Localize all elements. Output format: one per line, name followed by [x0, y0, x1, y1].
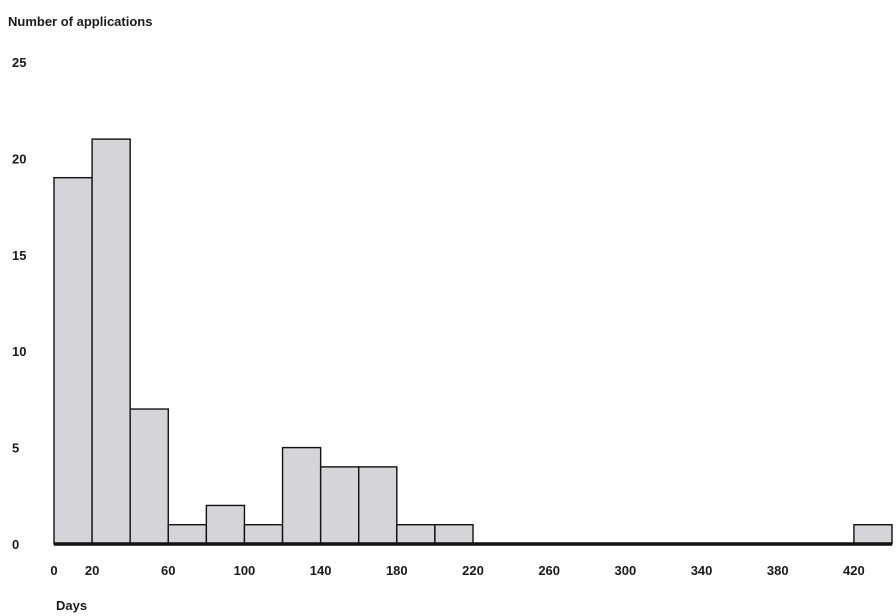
- y-tick-label: 25: [12, 55, 26, 70]
- x-tick-label: 420: [843, 563, 865, 578]
- x-ticks-group: 0 20 60 100 140 180 220 260 300 340 380 420: [50, 563, 864, 578]
- x-tick-label: 20: [85, 563, 99, 578]
- x-axis-label: Days: [56, 598, 87, 613]
- bar-20-40: [91, 138, 131, 545]
- bar-0-20: [53, 176, 93, 545]
- bar-100-120: [243, 524, 284, 545]
- y-ticks-group: 0 5 10 15 20 25: [12, 55, 26, 552]
- x-tick-label: 340: [691, 563, 713, 578]
- y-tick-label: 5: [12, 441, 19, 456]
- y-tick-label: 10: [12, 344, 26, 359]
- x-tick-label: 60: [161, 563, 175, 578]
- bar-60-80: [167, 524, 208, 545]
- bar-180-200: [396, 524, 436, 545]
- bar-420-440: [853, 524, 893, 545]
- x-tick-label: 260: [538, 563, 560, 578]
- x-tick-label: 100: [234, 563, 256, 578]
- x-tick-label: 180: [386, 563, 408, 578]
- y-tick-label: 15: [12, 248, 26, 263]
- x-tick-label: 220: [462, 563, 484, 578]
- x-tick-label: 300: [615, 563, 637, 578]
- bar-80-100: [205, 504, 246, 545]
- bars-group: [53, 138, 893, 546]
- bar-140-160: [319, 466, 360, 545]
- x-tick-label: 380: [767, 563, 789, 578]
- bar-120-140: [281, 446, 322, 545]
- bar-200-220: [434, 524, 474, 545]
- x-tick-label: 0: [50, 563, 57, 578]
- bar-160-180: [358, 466, 398, 545]
- bar-40-60: [129, 408, 169, 545]
- x-tick-label: 140: [310, 563, 332, 578]
- y-tick-label: 0: [12, 537, 19, 552]
- y-axis-label: Number of applications: [8, 14, 152, 29]
- y-tick-label: 20: [12, 151, 26, 166]
